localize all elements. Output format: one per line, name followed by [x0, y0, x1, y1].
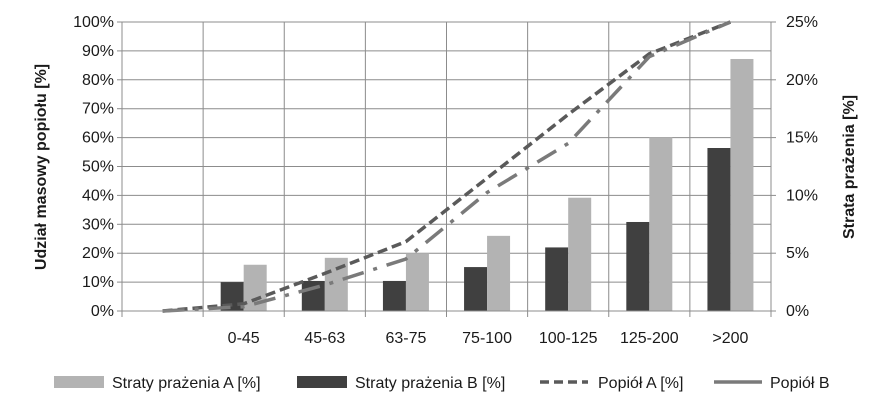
x-tick-label: 45-63: [304, 330, 345, 347]
legend-swatch: [297, 376, 347, 388]
y2-tick-label: 25%: [786, 14, 818, 31]
bar: [707, 148, 731, 311]
grid: [122, 21, 771, 311]
bar: [649, 137, 673, 311]
bar: [545, 247, 569, 311]
lines: [162, 20, 732, 313]
y-tick-label: 100%: [73, 14, 114, 31]
y-tick-label: 20%: [82, 245, 114, 262]
legend: Straty prażenia A [%] Straty prażenia B […: [54, 375, 830, 392]
bars: [220, 58, 754, 311]
bar: [568, 197, 592, 311]
x-tick-label: 0-45: [228, 330, 260, 347]
bar: [301, 280, 325, 311]
x-tick-label: 63-75: [385, 330, 426, 347]
x-tick-label: >200: [712, 330, 748, 347]
y-tick-label: 70%: [82, 101, 114, 118]
y2-tick-label: 0%: [786, 303, 809, 320]
series-line: [162, 20, 732, 313]
tick-labels: 0% 10% 20% 30% 40% 50% 60% 70% 80% 90% 100% 0% 5% 10%…: [73, 14, 818, 347]
y2-axis-title: Strata prażenia [%]: [841, 95, 858, 239]
bar: [382, 280, 406, 311]
bar: [730, 58, 754, 311]
legend-label: Popiół A [%]: [598, 375, 683, 392]
axes: [117, 21, 776, 317]
y-tick-label: 80%: [82, 72, 114, 89]
y-tick-label: 60%: [82, 130, 114, 147]
x-tick-label: 100-125: [539, 330, 598, 347]
bar: [405, 253, 429, 311]
legend-label: Popiół B: [770, 375, 830, 392]
y2-tick-label: 20%: [786, 72, 818, 89]
bar: [464, 267, 488, 311]
y2-tick-label: 15%: [786, 130, 818, 147]
y-axis-title: Udział masowy popiołu [%]: [33, 64, 50, 270]
legend-label: Straty prażenia B [%]: [355, 375, 505, 392]
y-tick-label: 40%: [82, 187, 114, 204]
legend-swatch: [54, 376, 104, 388]
y-tick-label: 90%: [82, 43, 114, 60]
y-tick-label: 10%: [82, 274, 114, 291]
x-tick-label: 75-100: [462, 330, 512, 347]
y2-tick-label: 10%: [786, 187, 818, 204]
bar: [487, 235, 511, 311]
y-tick-label: 0%: [91, 303, 114, 320]
legend-label: Straty prażenia A [%]: [112, 375, 261, 392]
bar: [626, 221, 650, 311]
y-tick-label: 50%: [82, 159, 114, 176]
x-tick-label: 125-200: [620, 330, 679, 347]
bar: [243, 264, 267, 311]
y-tick-label: 30%: [82, 216, 114, 233]
y2-tick-label: 5%: [786, 245, 809, 262]
series-line: [162, 20, 732, 313]
